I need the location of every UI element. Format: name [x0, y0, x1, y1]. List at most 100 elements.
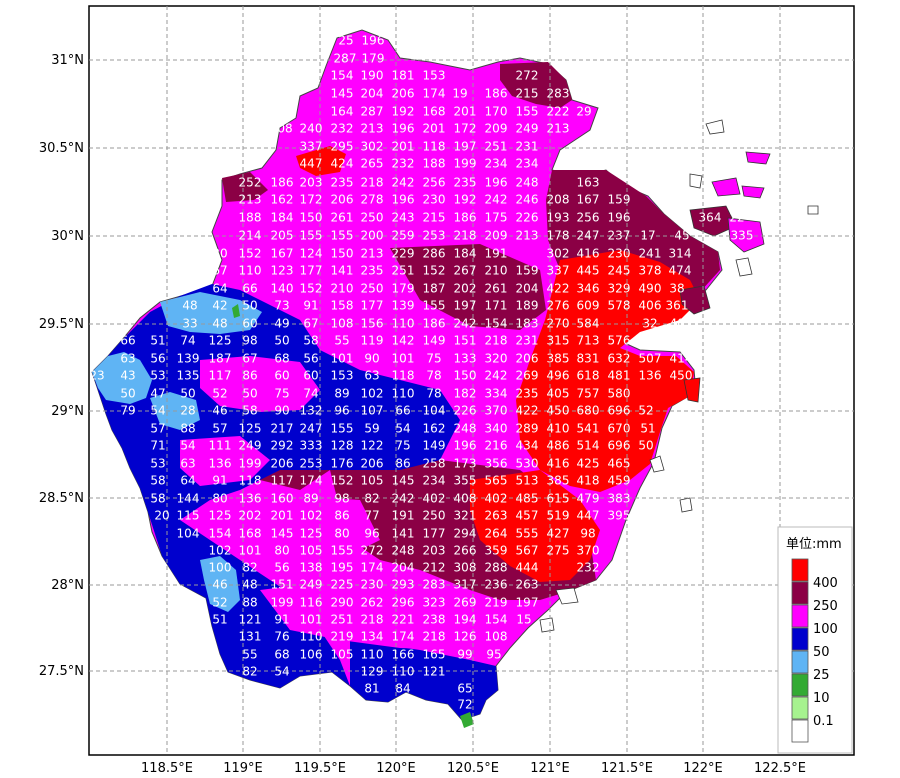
station-value: 615 — [547, 492, 570, 506]
station-value: 201 — [423, 122, 446, 136]
station-value: 201 — [392, 140, 415, 154]
station-value: 123 — [271, 264, 294, 278]
station-value: 54 — [180, 439, 195, 453]
station-value: 249 — [516, 122, 539, 136]
station-value: 256 — [577, 211, 600, 225]
station-value: 135 — [177, 369, 200, 383]
station-value: 78 — [426, 369, 441, 383]
station-value: 67 — [303, 317, 318, 331]
legend-swatch — [791, 581, 809, 605]
station-value: 141 — [331, 264, 354, 278]
station-value: 162 — [271, 193, 294, 207]
station-value: 618 — [577, 369, 600, 383]
station-value: 82 — [242, 561, 257, 575]
station-value: 96 — [364, 527, 379, 541]
station-value: 203 — [300, 176, 323, 190]
station-value: 110 — [239, 264, 262, 278]
station-value: 174 — [392, 630, 415, 644]
station-value: 56 — [274, 561, 289, 575]
station-value: 152 — [239, 247, 262, 261]
station-value: 132 — [300, 404, 323, 418]
station-value: 215 — [516, 87, 539, 101]
station-value: 295 — [331, 140, 354, 154]
station-value: 98 — [334, 492, 349, 506]
station-value: 145 — [271, 527, 294, 541]
station-value: 167 — [577, 193, 600, 207]
station-value: 186 — [271, 176, 294, 190]
station-value: 102 — [361, 387, 384, 401]
station-value: 259 — [392, 229, 415, 243]
station-value: 293 — [392, 578, 415, 592]
station-value: 555 — [516, 527, 539, 541]
station-value: 140 — [271, 282, 294, 296]
station-value: 214 — [239, 229, 262, 243]
station-value: 179 — [362, 52, 385, 66]
station-value: 237 — [608, 229, 631, 243]
lat-tick-label: 28.5°N — [39, 491, 84, 506]
station-value: 175 — [485, 211, 508, 225]
station-value: 43 — [120, 369, 135, 383]
station-value: 450 — [670, 369, 693, 383]
station-value: 46 — [212, 578, 227, 592]
station-value: 48 — [182, 299, 197, 313]
station-value: 188 — [239, 211, 262, 225]
station-value: 105 — [300, 544, 323, 558]
station-value: 197 — [454, 140, 477, 154]
station-value: 567 — [516, 544, 539, 558]
station-value: 337 — [547, 264, 570, 278]
station-value: 187 — [209, 352, 232, 366]
station-value: 101 — [300, 613, 323, 627]
station-value: 447 — [577, 509, 600, 523]
island-7 — [683, 377, 701, 403]
station-value: 136 — [639, 369, 662, 383]
station-value: 213 — [361, 122, 384, 136]
station-value: 58 — [150, 492, 165, 506]
region-25-west — [92, 352, 152, 404]
station-value: 565 — [485, 474, 508, 488]
legend-swatch — [791, 604, 809, 628]
station-value: 234 — [485, 157, 508, 171]
station-value: 183 — [516, 317, 539, 331]
lon-tick-label: 121°E — [530, 761, 570, 776]
station-value: 213 — [239, 193, 262, 207]
station-value: 578 — [608, 299, 631, 313]
station-value: 204 — [392, 561, 415, 575]
station-value: 51 — [212, 613, 227, 627]
station-value: 107 — [361, 404, 384, 418]
station-value: 155 — [331, 229, 354, 243]
region-10-b — [460, 712, 474, 728]
station-value: 194 — [454, 613, 477, 627]
station-value: 248 — [454, 422, 477, 436]
lon-tick-label: 122°E — [683, 761, 723, 776]
station-value: 173 — [454, 457, 477, 471]
station-value: 276 — [547, 299, 570, 313]
station-value: 84 — [395, 682, 410, 696]
legend-label: 25 — [813, 668, 830, 683]
station-value: 202 — [239, 509, 262, 523]
station-value: 258 — [423, 457, 446, 471]
station-value: 219 — [485, 596, 508, 610]
station-value: 17 — [640, 229, 655, 243]
station-value: 131 — [239, 630, 262, 644]
station-value: 232 — [392, 157, 415, 171]
station-value: 60 — [242, 317, 257, 331]
station-value: 229 — [392, 247, 415, 261]
station-value: 110 — [392, 665, 415, 679]
station-value: 90 — [274, 404, 289, 418]
station-value: 385 — [547, 352, 570, 366]
station-value: 53 — [150, 369, 165, 383]
station-value: 584 — [577, 317, 600, 331]
lat-tick-label: 31°N — [51, 53, 84, 68]
station-value: 218 — [361, 613, 384, 627]
station-value: 199 — [454, 157, 477, 171]
legend-label: 400 — [813, 576, 838, 591]
station-value: 29 — [576, 105, 591, 119]
station-value: 82 — [242, 665, 257, 679]
station-value: 172 — [454, 122, 477, 136]
station-value: 264 — [485, 527, 508, 541]
station-value: 72 — [457, 698, 472, 712]
station-value: 119 — [361, 334, 384, 348]
legend-label: 0.1 — [813, 714, 834, 729]
station-value: 78 — [426, 387, 441, 401]
station-value: 51 — [640, 422, 655, 436]
